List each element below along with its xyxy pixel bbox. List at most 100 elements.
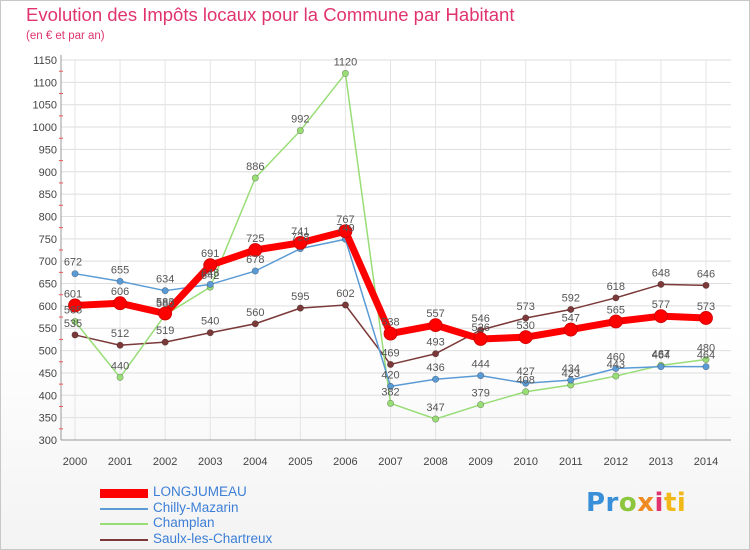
data-label: 595 bbox=[291, 291, 309, 303]
data-label: 767 bbox=[336, 214, 354, 226]
data-label: 565 bbox=[64, 305, 82, 317]
data-label: 469 bbox=[381, 347, 399, 359]
data-label: 560 bbox=[246, 307, 264, 319]
data-label: 480 bbox=[697, 343, 715, 355]
data-label: 547 bbox=[562, 313, 580, 325]
data-point bbox=[113, 296, 127, 311]
data-label: 408 bbox=[517, 375, 535, 387]
data-point bbox=[383, 326, 398, 341]
x-tick-label: 2014 bbox=[694, 456, 718, 468]
legend-label: LONGJUMEAU bbox=[153, 484, 247, 499]
data-label: 538 bbox=[381, 317, 399, 329]
data-point bbox=[161, 287, 169, 295]
data-label: 493 bbox=[426, 337, 444, 349]
x-tick-label: 2011 bbox=[559, 456, 583, 468]
data-label: 427 bbox=[517, 366, 535, 378]
data-label: 648 bbox=[652, 267, 670, 279]
data-point bbox=[432, 415, 440, 423]
data-label: 440 bbox=[111, 360, 129, 372]
data-point bbox=[477, 401, 485, 409]
data-label: 992 bbox=[291, 114, 309, 126]
data-point bbox=[702, 281, 710, 289]
data-point bbox=[612, 294, 620, 302]
data-label: 601 bbox=[64, 288, 82, 300]
data-point bbox=[203, 258, 218, 273]
data-label: 467 bbox=[652, 348, 670, 360]
data-point bbox=[473, 332, 488, 346]
x-tick-label: 2004 bbox=[243, 456, 267, 468]
data-point bbox=[116, 341, 124, 349]
x-tick-label: 2002 bbox=[153, 456, 177, 468]
data-point bbox=[386, 382, 394, 390]
y-tick-label: 750 bbox=[39, 234, 57, 246]
y-tick-label: 500 bbox=[39, 346, 57, 358]
data-point bbox=[608, 314, 623, 329]
data-label: 540 bbox=[201, 316, 219, 328]
proxiti-logo: Proxiti bbox=[586, 488, 687, 518]
data-label: 464 bbox=[697, 350, 715, 362]
y-tick-label: 600 bbox=[39, 301, 57, 313]
data-label: 648 bbox=[201, 267, 219, 279]
data-label: 382 bbox=[381, 386, 399, 398]
data-label: 546 bbox=[471, 313, 489, 325]
data-label: 618 bbox=[607, 281, 625, 293]
y-tick-label: 950 bbox=[39, 144, 57, 156]
data-label: 526 bbox=[471, 322, 489, 334]
data-label: 634 bbox=[156, 274, 174, 286]
data-label: 678 bbox=[246, 254, 264, 266]
data-point bbox=[116, 373, 124, 381]
data-label: 565 bbox=[607, 305, 625, 317]
data-label: 423 bbox=[562, 368, 580, 380]
data-point bbox=[612, 372, 620, 380]
x-tick-label: 2012 bbox=[604, 456, 628, 468]
data-label: 519 bbox=[156, 325, 174, 337]
data-point bbox=[158, 306, 173, 321]
data-label: 886 bbox=[246, 161, 264, 173]
y-tick-label: 1000 bbox=[33, 122, 57, 134]
data-label: 577 bbox=[652, 299, 670, 311]
y-tick-label: 300 bbox=[39, 435, 57, 447]
data-label: 434 bbox=[562, 363, 580, 375]
data-label: 592 bbox=[562, 292, 580, 304]
y-tick-label: 1150 bbox=[33, 55, 57, 67]
data-point bbox=[657, 280, 665, 288]
data-point bbox=[567, 376, 575, 384]
data-point bbox=[518, 330, 533, 345]
data-label: 347 bbox=[426, 402, 444, 414]
data-label: 606 bbox=[111, 286, 129, 298]
data-label: 691 bbox=[201, 248, 219, 260]
legend-label: Champlan bbox=[153, 515, 215, 530]
data-label: 725 bbox=[246, 233, 264, 245]
data-point bbox=[657, 363, 665, 371]
data-label: 436 bbox=[426, 362, 444, 374]
legend-swatch bbox=[100, 489, 148, 498]
data-label: 535 bbox=[64, 318, 82, 330]
data-point bbox=[522, 379, 530, 387]
data-point bbox=[386, 360, 394, 368]
legend-label: Saulx-les-Chartreux bbox=[153, 531, 273, 546]
data-label: 420 bbox=[381, 369, 399, 381]
data-label: 573 bbox=[517, 301, 535, 313]
data-label: 460 bbox=[607, 351, 625, 363]
x-tick-label: 2013 bbox=[649, 456, 673, 468]
x-tick-label: 2003 bbox=[198, 456, 222, 468]
data-label: 379 bbox=[471, 388, 489, 400]
y-tick-label: 1100 bbox=[33, 77, 57, 89]
data-label: 741 bbox=[291, 226, 309, 238]
x-tick-label: 2009 bbox=[468, 456, 492, 468]
data-point bbox=[563, 322, 578, 337]
legend-swatch bbox=[100, 508, 148, 510]
chart-subtitle: (en € et par an) bbox=[26, 30, 105, 42]
data-point bbox=[338, 224, 353, 239]
data-point bbox=[341, 69, 349, 77]
data-label: 464 bbox=[652, 350, 670, 362]
data-point bbox=[432, 350, 440, 358]
data-label: 444 bbox=[471, 359, 489, 371]
data-label: 1120 bbox=[334, 56, 358, 68]
data-point bbox=[206, 329, 214, 337]
data-point bbox=[71, 270, 79, 278]
data-label: 583 bbox=[156, 296, 174, 308]
data-point bbox=[296, 127, 304, 135]
data-label: 646 bbox=[697, 268, 715, 280]
